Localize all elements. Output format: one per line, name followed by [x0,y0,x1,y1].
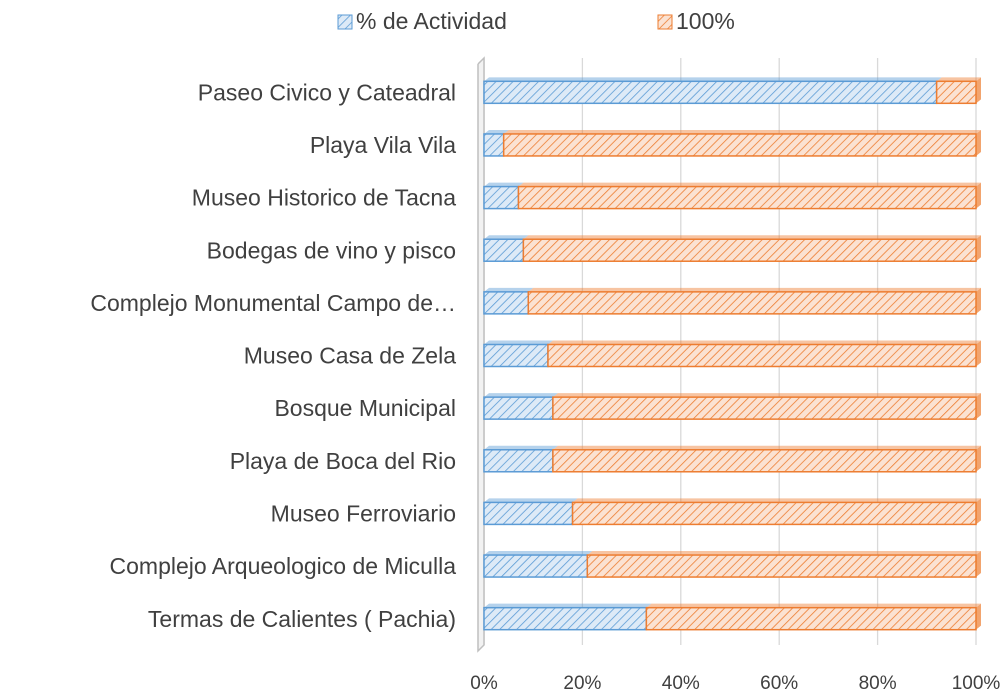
bar-depth-top [503,129,981,134]
bar-segment [645,606,977,631]
bar-depth-top [518,182,981,187]
bar-depth-top [484,340,553,345]
bar-segment [483,343,549,368]
y-tick-label: Complejo Arqueologico de Miculla [110,553,457,579]
bar-segment [517,185,977,210]
bar-segment [483,396,554,420]
bar-segment [483,238,525,262]
bar-depth-top [484,235,529,240]
legend-swatch [657,14,673,30]
bar-segment [935,80,977,105]
bar-depth-side [976,235,981,262]
y-tick-label: Bosque Municipal [274,395,456,421]
bar-depth-top [552,445,981,450]
x-tick-label: 60% [760,673,798,694]
bar-depth-side [976,129,981,156]
bar-segment [527,291,977,315]
y-tick-label: Museo Ferroviario [271,500,456,526]
x-tick-label: 80% [859,673,897,694]
bar-segment [483,449,554,473]
bar-segment [483,185,520,210]
bar-segment [552,449,977,473]
bar-depth-top [547,340,981,345]
y-tick-label: Museo Casa de Zela [244,343,456,369]
legend-swatch [337,14,353,30]
legend-label: % de Actividad [356,8,507,34]
axis-line [477,56,485,653]
bar-depth-top [484,77,942,82]
bar-segment [483,554,589,578]
bar-depth-side [976,182,981,209]
y-tick-label: Bodegas de vino y pisco [207,237,456,263]
bar-depth-top [572,498,981,503]
y-tick-label: Playa de Boca del Rio [230,448,456,474]
bar-segment [483,291,530,315]
x-tick-label: 40% [662,673,700,694]
bar-depth-side [976,340,981,367]
x-tick-label: 100% [952,673,1001,694]
bar-depth-top [484,393,558,398]
bar-depth-top [484,603,652,608]
bar-depth-top [484,182,524,187]
bar-depth-side [976,603,981,630]
bar-segment [547,343,977,368]
y-tick-label: Paseo Civico y Cateadral [198,79,456,105]
y-tick-label: Termas de Calientes ( Pachia) [148,606,456,632]
x-tick-label: 20% [563,673,601,694]
bar-segment [483,133,505,157]
y-tick-label: Playa Vila Vila [310,132,456,158]
bar-depth-top [936,77,981,82]
bar-depth-top [484,287,534,292]
legend-label: 100% [676,8,735,34]
bar-depth-side [976,393,981,420]
bar-depth-top [484,445,558,450]
bar-depth-top [552,393,981,398]
bar-depth-side [976,498,981,525]
y-tick-label: Complejo Monumental Campo de… [90,290,456,316]
bar-depth-top [646,603,981,608]
bar-depth-top [484,129,509,134]
bar-depth-top [523,235,981,240]
bar-segment [483,501,574,526]
bar-depth-top [528,287,981,292]
y-tick-label: Museo Historico de Tacna [192,185,456,211]
bar-segment [522,238,977,262]
bar-segment [483,606,648,631]
x-tick-label: 0% [470,673,498,694]
bar-depth-top [484,551,593,556]
bar-depth-side [976,287,981,314]
bar-depth-top [587,551,981,556]
bar-segment [571,501,977,526]
bar-segment [502,133,977,157]
bar-depth-side [976,445,981,472]
bar-segment [483,80,938,105]
bar-segment [586,554,977,578]
bar-depth-side [976,551,981,578]
bar-depth-side [976,77,981,104]
bar-depth-top [484,498,578,503]
bar-segment [552,396,977,420]
